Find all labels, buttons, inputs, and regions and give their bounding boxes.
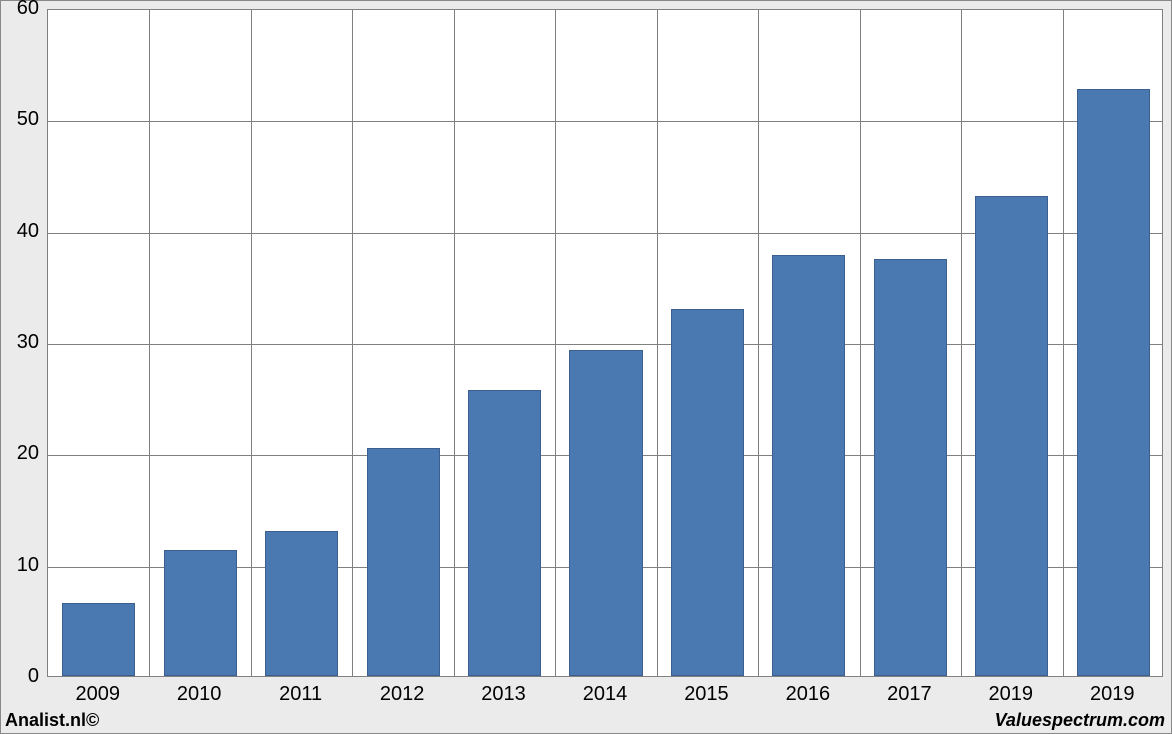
x-axis-tick-label: 2013 xyxy=(453,683,554,706)
bar xyxy=(265,531,338,676)
plot-area xyxy=(47,9,1163,677)
grid-line-vertical xyxy=(454,10,455,676)
footer-right-credit: Valuespectrum.com xyxy=(995,710,1165,731)
grid-line-vertical xyxy=(1063,10,1064,676)
bar xyxy=(874,259,947,677)
footer-left-credit: Analist.nl© xyxy=(5,710,99,731)
bar xyxy=(164,550,237,676)
grid-line-vertical xyxy=(758,10,759,676)
bar xyxy=(1077,89,1150,676)
x-axis-tick-label: 2009 xyxy=(47,683,148,706)
y-axis-tick-label: 30 xyxy=(1,331,39,354)
bar xyxy=(975,196,1048,676)
x-axis-tick-label: 2014 xyxy=(554,683,655,706)
bar xyxy=(62,603,135,676)
x-axis-tick-label: 2019 xyxy=(1062,683,1163,706)
x-axis-tick-label: 2012 xyxy=(351,683,452,706)
x-axis-tick-label: 2015 xyxy=(656,683,757,706)
x-axis-tick-label: 2019 xyxy=(960,683,1061,706)
y-axis-tick-label: 40 xyxy=(1,220,39,243)
x-axis-tick-label: 2010 xyxy=(148,683,249,706)
y-axis-tick-label: 10 xyxy=(1,554,39,577)
grid-line-vertical xyxy=(149,10,150,676)
y-axis-tick-label: 50 xyxy=(1,108,39,131)
bar xyxy=(772,255,845,676)
x-axis-tick-label: 2011 xyxy=(250,683,351,706)
grid-line-vertical xyxy=(657,10,658,676)
y-axis-tick-label: 20 xyxy=(1,442,39,465)
bar xyxy=(671,309,744,676)
y-axis-tick-label: 60 xyxy=(1,0,39,20)
grid-line-vertical xyxy=(352,10,353,676)
bar-chart: Analist.nl© Valuespectrum.com 0 10 20 30 40 5… xyxy=(0,0,1172,734)
grid-line-vertical xyxy=(961,10,962,676)
grid-line-vertical xyxy=(555,10,556,676)
bar xyxy=(367,448,440,676)
grid-line-horizontal xyxy=(48,121,1162,122)
grid-line-vertical xyxy=(251,10,252,676)
x-axis-tick-label: 2016 xyxy=(757,683,858,706)
bar xyxy=(569,350,642,676)
grid-line-vertical xyxy=(860,10,861,676)
y-axis-tick-label: 0 xyxy=(1,665,39,688)
x-axis-tick-label: 2017 xyxy=(859,683,960,706)
bar xyxy=(468,390,541,676)
